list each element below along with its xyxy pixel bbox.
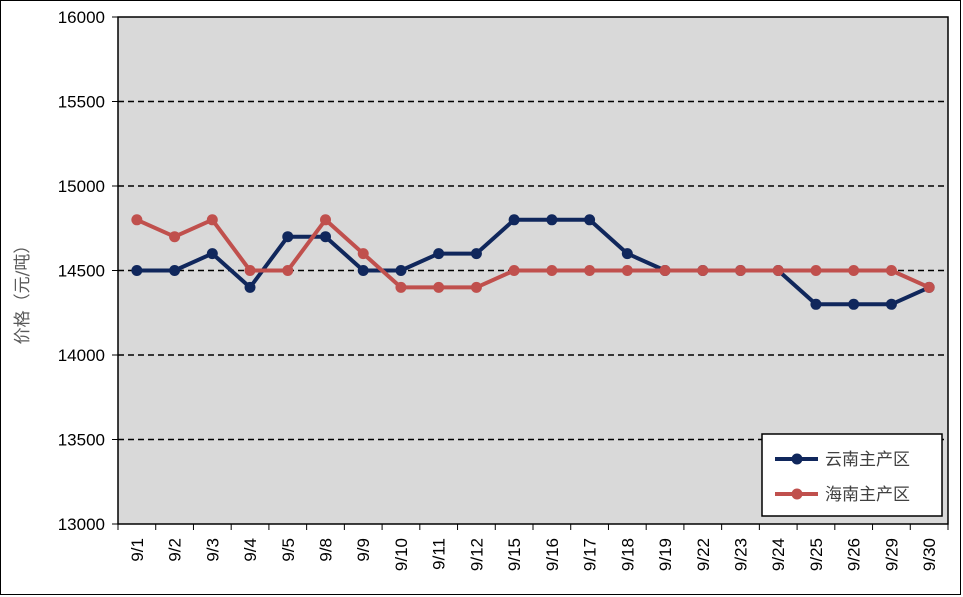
legend-box <box>761 433 943 517</box>
legend-marker-yunnan <box>791 453 803 465</box>
data-point <box>357 248 369 260</box>
data-point <box>923 281 935 293</box>
data-point <box>508 265 520 276</box>
data-point <box>357 265 369 276</box>
data-point <box>697 265 709 276</box>
data-point <box>584 214 596 226</box>
x-tick-label: 9/9 <box>354 538 373 562</box>
x-tick-label: 9/2 <box>166 538 185 562</box>
data-point <box>621 265 633 276</box>
data-point <box>508 214 520 226</box>
data-point <box>659 265 671 276</box>
data-point <box>848 265 860 276</box>
y-tick-label: 14500 <box>58 262 105 281</box>
data-point <box>131 214 143 226</box>
y-tick-label: 13500 <box>58 431 105 450</box>
data-point <box>169 231 181 243</box>
data-point <box>885 298 897 310</box>
data-point <box>206 248 218 260</box>
y-tick-label: 16000 <box>58 8 105 27</box>
data-point <box>735 265 746 276</box>
data-point <box>848 298 860 310</box>
legend-label-hainan: 海南主产区 <box>825 485 910 505</box>
x-tick-label: 9/10 <box>392 538 411 571</box>
y-tick-label: 15500 <box>58 93 105 112</box>
series-1 <box>131 214 935 293</box>
data-point <box>320 231 331 243</box>
data-point <box>433 281 445 293</box>
data-point <box>885 265 897 276</box>
series-line <box>136 217 930 290</box>
x-tick-label: 9/12 <box>467 538 486 571</box>
data-point <box>621 248 633 260</box>
x-tick-label: 9/19 <box>656 538 675 571</box>
data-point <box>282 231 294 243</box>
data-point <box>810 298 822 310</box>
y-axis-ticks: 13000 13500 14000 14500 15000 15500 16000 <box>58 8 118 534</box>
data-point <box>772 265 784 276</box>
x-tick-label: 9/5 <box>279 538 298 562</box>
x-tick-label: 9/25 <box>807 538 826 571</box>
y-tick-label: 13000 <box>58 515 105 534</box>
x-tick-label: 9/3 <box>203 538 222 562</box>
series-line <box>136 217 930 307</box>
data-point <box>584 265 596 276</box>
data-point <box>320 214 331 226</box>
data-point <box>546 214 558 226</box>
data-point <box>810 265 822 276</box>
data-point <box>244 281 256 293</box>
data-point <box>470 248 482 260</box>
x-tick-label: 9/17 <box>581 538 600 571</box>
x-tick-label: 9/4 <box>241 538 260 562</box>
data-point <box>433 248 445 260</box>
x-tick-label: 9/16 <box>543 538 562 571</box>
x-tick-label: 9/22 <box>694 538 713 571</box>
legend-marker-hainan <box>791 488 803 500</box>
legend: 云南主产区 海南主产区 <box>761 433 943 517</box>
data-point <box>206 214 218 226</box>
data-point <box>282 265 294 276</box>
x-axis-ticks: 9/1 9/2 9/3 9/4 9/5 9/8 9/9 9/10 9/11 9/12 9/15 9/1… <box>117 524 949 571</box>
data-point <box>169 265 181 276</box>
x-tick-label: 9/24 <box>769 538 788 571</box>
data-point <box>395 265 407 276</box>
data-point <box>131 265 143 276</box>
x-tick-label: 9/30 <box>920 538 939 571</box>
x-tick-label: 9/26 <box>845 538 864 571</box>
x-tick-label: 9/11 <box>430 538 449 570</box>
data-point <box>244 265 256 276</box>
y-tick-label: 15000 <box>58 177 105 196</box>
x-tick-label: 9/23 <box>732 538 751 571</box>
x-tick-label: 9/15 <box>505 538 524 571</box>
x-tick-label: 9/8 <box>317 538 336 562</box>
x-tick-label: 9/29 <box>882 538 901 571</box>
legend-label-yunnan: 云南主产区 <box>825 450 910 470</box>
x-tick-label: 9/18 <box>618 538 637 571</box>
data-point <box>395 281 407 293</box>
series-group <box>131 214 935 310</box>
y-tick-label: 14000 <box>58 346 105 365</box>
y-axis-label: 价格（元/吨） <box>13 237 33 345</box>
x-tick-label: 9/1 <box>128 538 147 562</box>
data-point <box>470 281 482 293</box>
data-point <box>546 265 558 276</box>
